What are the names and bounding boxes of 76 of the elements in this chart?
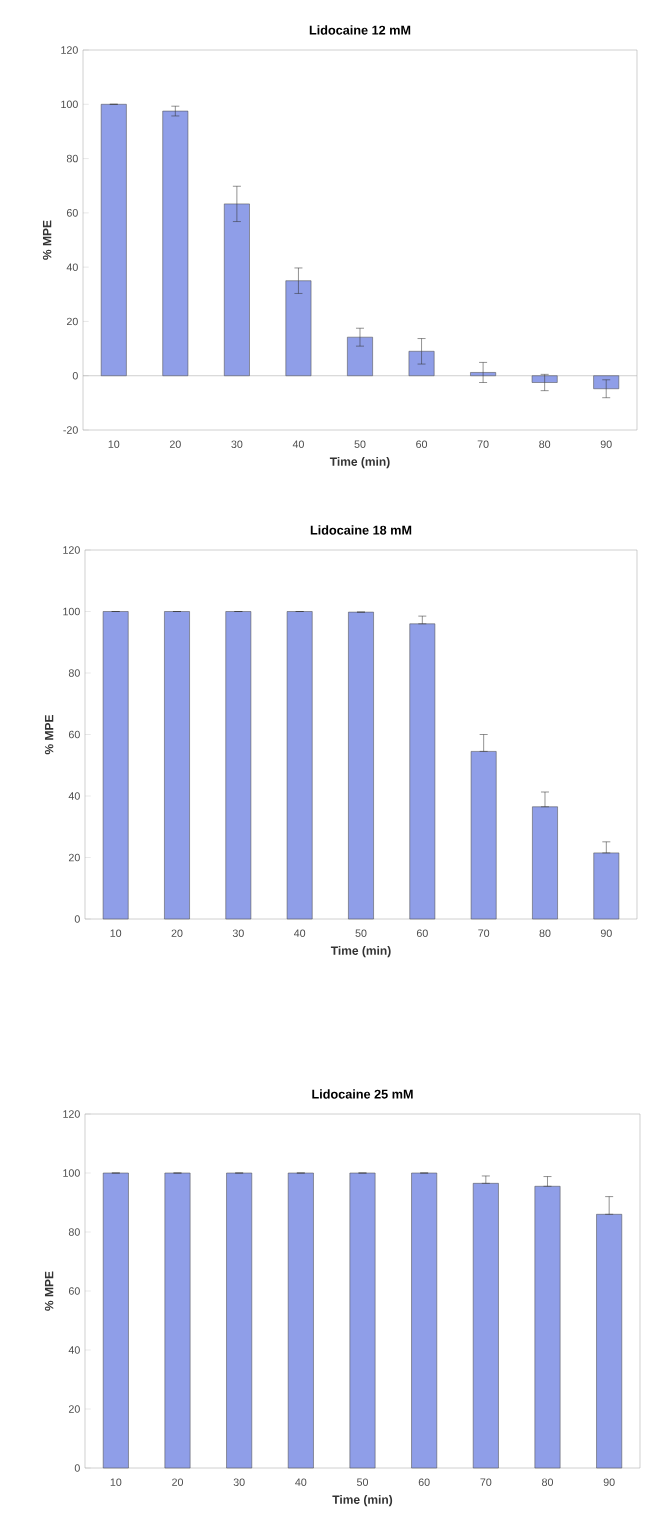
x-tick-label: 10 — [108, 440, 120, 448]
y-tick-label: 80 — [66, 154, 78, 163]
x-axis-title: Time (min) — [330, 946, 391, 958]
bar — [408, 351, 435, 376]
y-axis-title: % MPE — [42, 220, 52, 260]
bar — [162, 110, 189, 376]
x-tick-label: 90 — [600, 440, 612, 448]
y-tick-label: 100 — [63, 1169, 80, 1177]
x-tick-label: 30 — [233, 1478, 245, 1486]
y-tick-label: 0 — [74, 915, 80, 923]
x-tick-label: 20 — [172, 1478, 184, 1486]
x-axis-title: Time (min) — [329, 457, 390, 469]
x-tick-label: 80 — [542, 1478, 554, 1486]
chart-title: Lidocaine 18 mM — [310, 525, 412, 535]
bar — [531, 375, 558, 383]
y-tick-label: 120 — [63, 1110, 80, 1118]
x-tick-label: 70 — [478, 929, 490, 937]
bar — [470, 751, 497, 920]
bar — [593, 375, 620, 390]
bar — [593, 852, 620, 920]
y-tick-label: 20 — [68, 853, 80, 862]
x-tick-label: 60 — [418, 1478, 430, 1486]
x-tick-label: 60 — [416, 440, 428, 448]
bar — [100, 104, 127, 376]
y-tick-label: 20 — [68, 1405, 80, 1413]
x-tick-label: 80 — [539, 929, 551, 937]
bar — [409, 623, 436, 920]
bar — [348, 611, 374, 920]
x-tick-label: 40 — [293, 929, 306, 937]
y-tick-label: 100 — [61, 100, 78, 109]
bar — [532, 806, 558, 920]
x-tick-label: 40 — [295, 1478, 307, 1486]
x-tick-label: 60 — [416, 929, 428, 937]
bar — [224, 203, 250, 376]
x-tick-label: 20 — [169, 440, 181, 448]
y-tick-label: 40 — [66, 263, 78, 271]
x-tick-label: 10 — [110, 1478, 122, 1486]
y-tick-label: 60 — [68, 1287, 80, 1295]
x-tick-label: 50 — [354, 440, 366, 448]
chart-title: Lidocaine 25 mM — [312, 1089, 413, 1099]
y-tick-label: 100 — [63, 607, 80, 616]
y-tick-label: 60 — [68, 730, 80, 739]
bar — [164, 611, 190, 920]
y-tick-label: 0 — [72, 371, 78, 380]
x-tick-label: 50 — [356, 1478, 369, 1486]
bar — [347, 336, 373, 376]
bar — [225, 611, 252, 920]
x-tick-label: 40 — [292, 440, 304, 448]
y-axis-title: % MPE — [44, 714, 54, 755]
y-tick-label: -20 — [63, 426, 78, 434]
bar — [470, 372, 496, 376]
x-tick-label: 50 — [355, 929, 367, 937]
x-tick-label: 80 — [539, 440, 551, 448]
y-tick-label: 80 — [68, 669, 80, 677]
x-tick-label: 30 — [232, 929, 244, 937]
y-tick-label: 120 — [61, 46, 78, 54]
x-tick-label: 70 — [477, 440, 489, 448]
x-tick-label: 90 — [600, 929, 612, 937]
y-tick-label: 80 — [68, 1228, 80, 1236]
x-axis-title: Time (min) — [332, 1495, 393, 1507]
x-tick-label: 10 — [110, 929, 122, 937]
x-tick-label: 20 — [171, 929, 183, 937]
y-tick-label: 40 — [68, 1346, 80, 1354]
x-tick-label: 90 — [603, 1478, 615, 1486]
y-tick-label: 60 — [66, 209, 78, 217]
bar — [102, 611, 129, 920]
bar — [285, 280, 312, 376]
y-tick-label: 120 — [63, 546, 80, 554]
x-tick-label: 70 — [480, 1478, 492, 1486]
y-tick-label: 40 — [68, 792, 80, 800]
y-axis-title: % MPE — [44, 1271, 54, 1311]
chart-title: Lidocaine 12 mM — [309, 25, 411, 35]
bar — [286, 611, 313, 920]
y-tick-label: 20 — [66, 317, 78, 326]
y-tick-label: 0 — [74, 1464, 80, 1472]
x-tick-label: 30 — [231, 440, 243, 448]
